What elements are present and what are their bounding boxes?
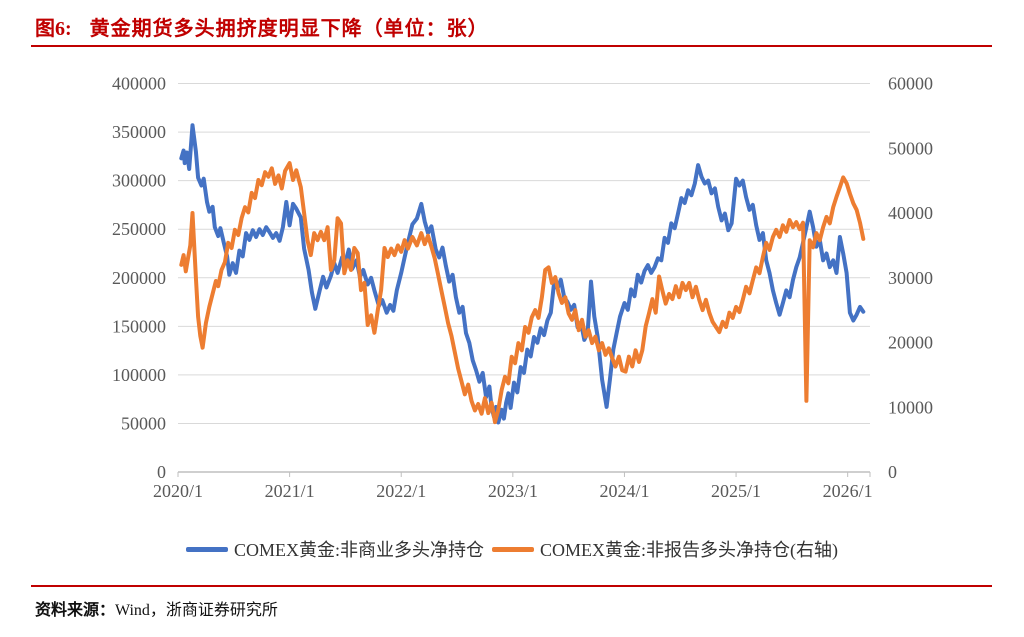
line-chart: 4000003500003000002500002000001500001000… [112, 74, 933, 502]
y-right-tick-label: 10000 [888, 397, 933, 417]
legend-swatch-orange-icon [492, 546, 534, 552]
y-left-tick-label: 200000 [112, 268, 166, 288]
x-tick-label: 2023/1 [488, 481, 538, 501]
legend-label-nonreportable: COMEX黄金:非报告多头净持仓(右轴) [540, 540, 838, 560]
y-right-tick-label: 40000 [888, 203, 933, 223]
figure-title: 黄金期货多头拥挤度明显下降（单位：张） [89, 18, 489, 40]
legend-item-noncommercial: COMEX黄金:非商业多头净持仓 [185, 536, 484, 562]
y-left-tick-label: 350000 [112, 122, 166, 142]
y-left-tick-label: 100000 [112, 365, 166, 385]
x-tick-label: 2026/1 [823, 481, 873, 501]
chart-area: 400000 350000 300000 250000 200000 150000 1000… [0, 52, 1024, 522]
y-left-tick-label: 150000 [112, 316, 166, 336]
footer-divider [31, 585, 992, 587]
y-right-tick-label: 20000 [888, 333, 933, 353]
source-label: 资料来源： [35, 602, 116, 619]
legend-label-noncommercial: COMEX黄金:非商业多头净持仓 [233, 540, 484, 560]
source-line: 资料来源：Wind，浙商证券研究所 [35, 596, 278, 620]
y-right-tick-label: 0 [888, 462, 897, 482]
legend-item-nonreportable: COMEX黄金:非报告多头净持仓(右轴) [492, 536, 838, 562]
y-left-tick-label: 300000 [112, 171, 166, 191]
y-left-tick-label: 250000 [112, 219, 166, 239]
source-text: Wind，浙商证券研究所 [115, 602, 278, 619]
y-right-tick-label: 60000 [888, 74, 933, 94]
y-left-tick-label: 400000 [112, 74, 166, 94]
title-underline [31, 45, 992, 47]
legend: COMEX黄金:非商业多头净持仓 COMEX黄金:非报告多头净持仓(右轴) [0, 536, 1024, 562]
y-right-tick-label: 50000 [888, 138, 933, 158]
y-right-tick-label: 30000 [888, 268, 933, 288]
x-tick-label: 2021/1 [265, 481, 315, 501]
series-line-noncommercial [179, 123, 866, 425]
x-tick-label: 2020/1 [153, 481, 203, 501]
y-left-tick-label: 50000 [121, 413, 166, 433]
series-line-nonreportable [179, 161, 866, 425]
x-tick-label: 2025/1 [711, 481, 761, 501]
x-tick-label: 2022/1 [376, 481, 426, 501]
y-left-tick-label: 0 [157, 462, 166, 482]
x-tick-label: 2024/1 [599, 481, 649, 501]
figure-header: 图6: 黄金期货多头拥挤度明显下降（单位：张） [35, 12, 489, 41]
legend-swatch-blue-icon [185, 546, 228, 552]
figure-label: 图6: [35, 18, 72, 40]
